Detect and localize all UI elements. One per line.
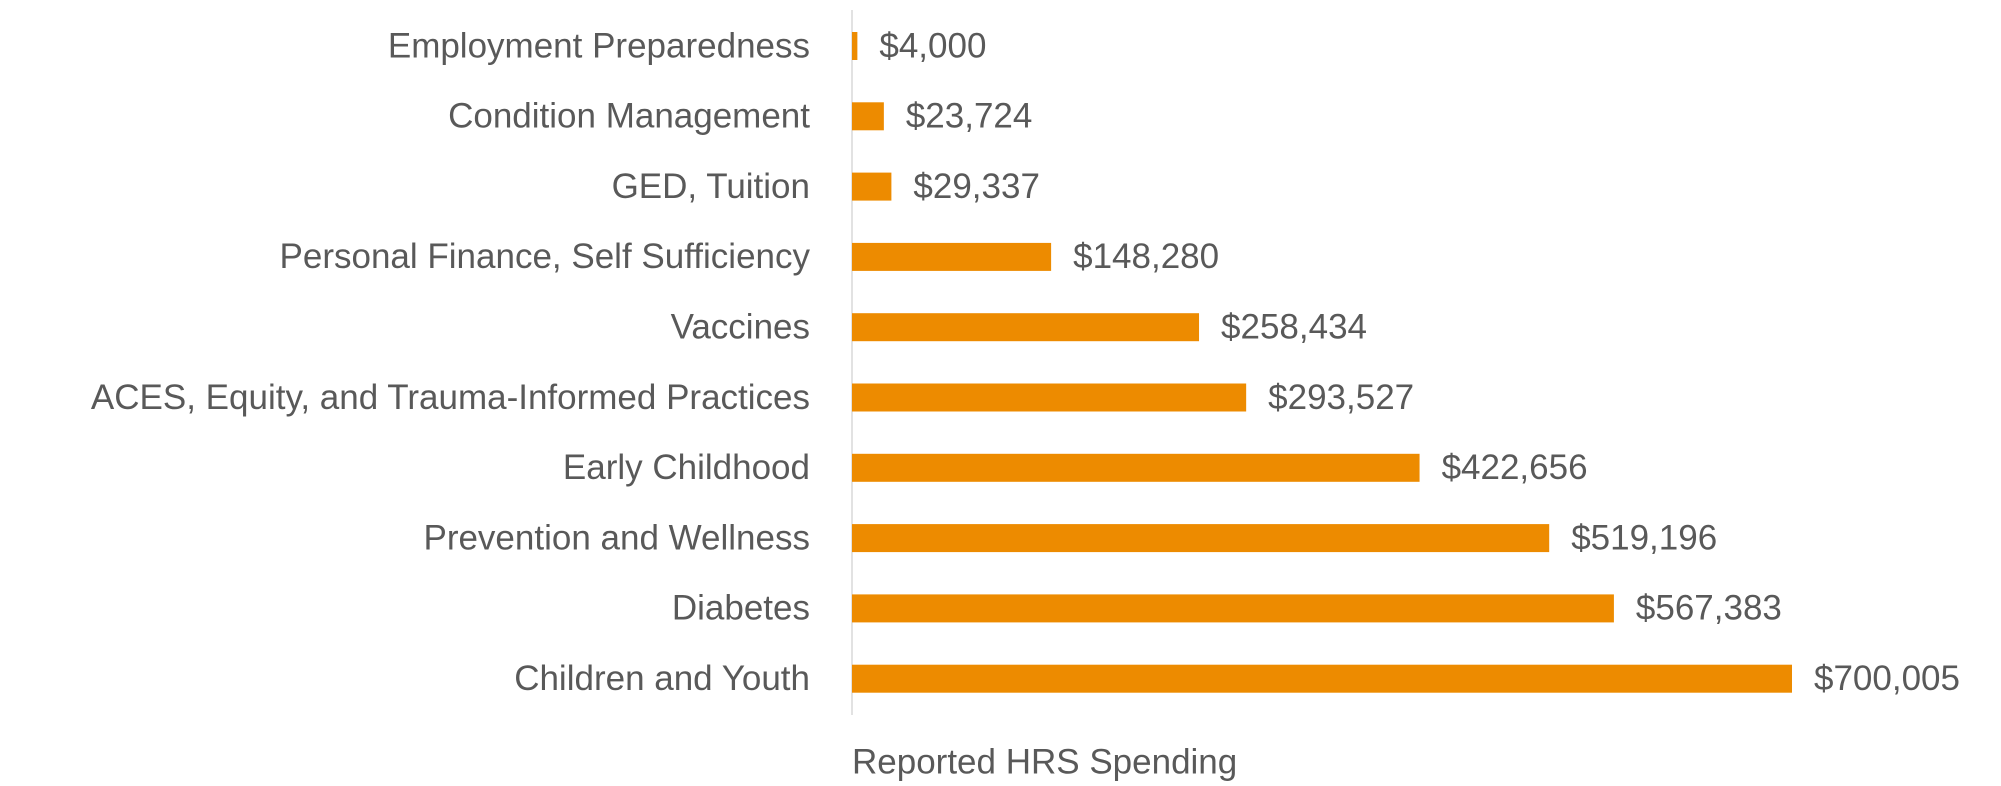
- bar: [852, 313, 1200, 342]
- y-tick-label: Condition Management: [448, 97, 810, 136]
- value-label: $148,280: [1073, 237, 1219, 276]
- value-label: $293,527: [1268, 378, 1414, 417]
- y-tick-label: Personal Finance, Self Sufficiency: [280, 237, 811, 276]
- bar: [852, 453, 1420, 482]
- bar: [852, 383, 1247, 412]
- value-label: $23,724: [906, 97, 1033, 136]
- y-tick-label: ACES, Equity, and Trauma-Informed Practi…: [91, 378, 810, 417]
- y-tick-label: Vaccines: [671, 307, 810, 346]
- y-tick-label: Children and Youth: [514, 659, 810, 698]
- value-label: $519,196: [1571, 518, 1717, 557]
- y-tick-label: Employment Preparedness: [388, 26, 810, 65]
- bar: [852, 524, 1550, 553]
- y-tick-label: Prevention and Wellness: [423, 518, 810, 557]
- bar: [852, 172, 892, 201]
- bar: [852, 242, 1052, 271]
- bar: [852, 664, 1792, 693]
- bar: [852, 32, 858, 60]
- y-tick-label: GED, Tuition: [612, 167, 810, 206]
- value-label: $700,005: [1814, 659, 1960, 698]
- value-label: $29,337: [913, 167, 1040, 206]
- value-label: $258,434: [1221, 307, 1367, 346]
- value-label: $422,656: [1442, 448, 1588, 487]
- value-label: $567,383: [1636, 589, 1782, 628]
- bar: [852, 594, 1614, 623]
- y-tick-label: Diabetes: [672, 589, 810, 628]
- x-axis-title: Reported HRS Spending: [852, 742, 1237, 781]
- bar: [852, 102, 884, 131]
- value-label: $4,000: [879, 26, 986, 65]
- y-tick-label: Early Childhood: [563, 448, 810, 487]
